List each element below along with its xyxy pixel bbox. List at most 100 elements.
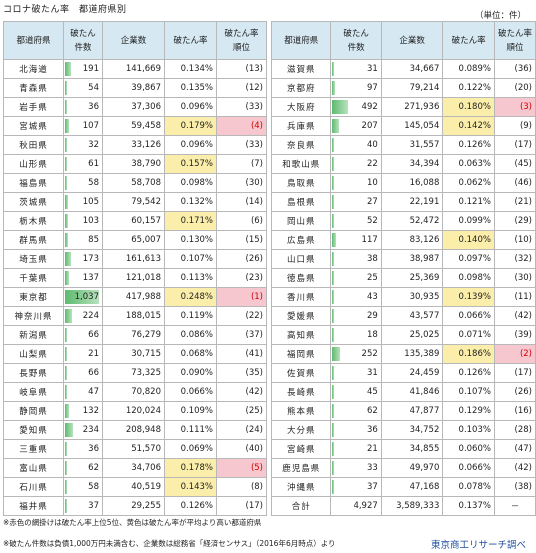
count-value: 4,927: [353, 501, 378, 511]
count-cell: 207: [330, 116, 382, 136]
rank-cell: (36): [493, 59, 536, 79]
count-cell: 117: [330, 230, 382, 250]
pref-cell: 神奈川県: [3, 306, 64, 326]
col-header-pref: 都道府県: [270, 21, 332, 60]
rate-cell: 0.137%: [442, 496, 495, 516]
rate-cell: 0.186%: [442, 344, 495, 364]
companies-cell: 120,024: [102, 401, 165, 421]
table-row: 山梨県 21 30,715 0.068% (41): [3, 344, 267, 364]
table-row: 香川県 43 30,935 0.139% (11): [270, 287, 536, 307]
col-header-companies: 企業数: [102, 21, 165, 60]
count-bar: [332, 138, 335, 152]
companies-cell: 121,018: [102, 268, 165, 288]
rate-cell: 0.066%: [442, 458, 495, 478]
count-value: 105: [82, 197, 99, 207]
count-cell: 36: [63, 439, 103, 459]
rank-cell: (13): [216, 59, 267, 79]
table-row: 広島県 117 83,126 0.140% (10): [270, 230, 536, 250]
pref-cell: 茨城県: [3, 192, 64, 212]
count-bar: [65, 442, 67, 456]
table-row: 宮城県 107 59,458 0.179% (4): [3, 116, 267, 136]
companies-cell: 37,306: [102, 97, 165, 117]
count-cell: 54: [63, 78, 103, 98]
count-bar: [332, 366, 335, 380]
companies-cell: 25,025: [380, 325, 444, 345]
rank-cell: (28): [493, 420, 536, 440]
count-cell: 47: [63, 382, 103, 402]
count-cell: 4,927: [330, 496, 382, 516]
count-value: 21: [88, 349, 99, 359]
col-header-rank-line1: 破たん率: [224, 28, 259, 39]
companies-cell: 33,126: [102, 135, 165, 155]
pref-cell: 沖縄県: [270, 477, 332, 497]
count-bar: [65, 328, 67, 342]
companies-cell: 39,867: [102, 78, 165, 98]
rank-cell: (26): [216, 249, 267, 269]
companies-cell: 49,970: [380, 458, 444, 478]
rate-cell: 0.107%: [442, 382, 495, 402]
count-cell: 224: [63, 306, 103, 326]
pref-cell: 愛媛県: [270, 306, 332, 326]
count-bar: [332, 309, 335, 323]
rate-cell: 0.135%: [164, 78, 217, 98]
rate-cell: 0.060%: [442, 439, 495, 459]
pref-cell: 福井県: [3, 496, 64, 516]
count-cell: 38: [330, 249, 382, 269]
count-cell: 173: [63, 249, 103, 269]
table-row: 青森県 54 39,867 0.135% (12): [3, 78, 267, 98]
count-cell: 29: [330, 306, 382, 326]
companies-cell: 135,389: [380, 344, 444, 364]
rank-cell: (1): [216, 287, 267, 307]
companies-cell: 47,168: [380, 477, 444, 497]
pref-cell: 熊本県: [270, 401, 332, 421]
count-bar: [332, 157, 335, 171]
count-cell: 36: [330, 420, 382, 440]
rank-cell: (15): [216, 230, 267, 250]
count-value: 62: [88, 463, 99, 473]
count-value: 36: [88, 102, 99, 112]
table-row: 長野県 66 73,325 0.090% (35): [3, 363, 267, 383]
rank-cell: (10): [493, 230, 536, 250]
count-cell: 191: [63, 59, 103, 79]
pref-cell: 鹿児島県: [270, 458, 332, 478]
rank-cell: (45): [493, 154, 536, 174]
rate-cell: 0.063%: [442, 154, 495, 174]
count-value: 25: [366, 273, 378, 283]
companies-cell: 40,519: [102, 477, 165, 497]
count-value: 173: [82, 254, 99, 264]
table-row: 栃木県 103 60,157 0.171% (6): [3, 211, 267, 231]
table-row: 山口県 38 38,987 0.097% (32): [270, 249, 536, 269]
count-bar: [65, 499, 67, 513]
companies-cell: 30,715: [102, 344, 165, 364]
count-cell: 62: [63, 458, 103, 478]
rate-cell: 0.171%: [164, 211, 217, 231]
count-bar: [65, 480, 67, 494]
credit: 東京商工リサーチ調べ: [430, 540, 526, 551]
companies-cell: 34,706: [102, 458, 165, 478]
count-bar: [65, 404, 69, 418]
count-bar: [332, 271, 335, 285]
table-row: 福島県 58 58,708 0.098% (30): [3, 173, 267, 193]
count-value: 58: [88, 178, 99, 188]
col-header-rank-line2: 順位: [232, 42, 250, 53]
pref-cell: 広島県: [270, 230, 332, 250]
count-value: 36: [366, 425, 378, 435]
table-row: 新潟県 66 76,279 0.086% (37): [3, 325, 267, 345]
count-value: 85: [88, 235, 99, 245]
rate-cell: 0.090%: [164, 363, 217, 383]
rank-cell: (17): [493, 135, 536, 155]
pref-cell: 徳島県: [270, 268, 332, 288]
rank-cell: (30): [216, 173, 267, 193]
count-cell: 252: [330, 344, 382, 364]
col-header-rate: 破たん率: [442, 21, 495, 60]
rank-cell: (17): [493, 363, 536, 383]
rate-cell: 0.086%: [164, 325, 217, 345]
rank-cell: (37): [216, 325, 267, 345]
pref-cell: 長野県: [3, 363, 64, 383]
count-bar: [332, 81, 336, 95]
col-header-count: 破たん 件数: [63, 21, 103, 60]
table-row: 埼玉県 173 161,613 0.107% (26): [3, 249, 267, 269]
count-value: 224: [82, 311, 99, 321]
header-row: 都道府県 破たん 件数 企業数 破たん率 破たん率 順位: [270, 21, 536, 60]
table-row: 福岡県 252 135,389 0.186% (2): [270, 344, 536, 364]
